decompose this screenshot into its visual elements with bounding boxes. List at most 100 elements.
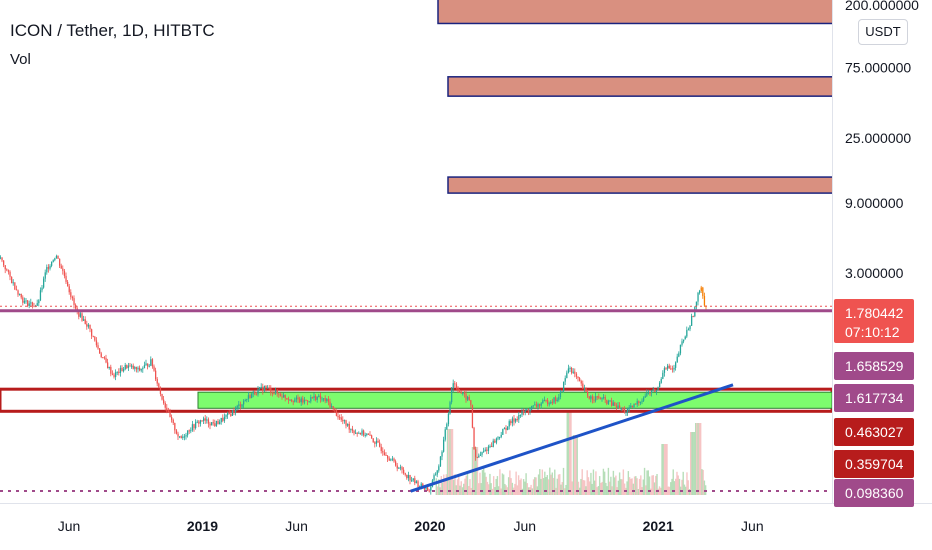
volume-bar [464, 478, 466, 495]
candle-body [324, 398, 326, 402]
candle-body [466, 396, 469, 400]
volume-bar [555, 487, 557, 495]
candle-body [47, 267, 50, 269]
volume-bar [540, 478, 542, 495]
candle-body [378, 442, 381, 447]
volume-bar [552, 477, 555, 495]
candle-body [49, 265, 51, 269]
candle-body [271, 392, 274, 394]
candle-body [298, 399, 301, 403]
candle-body [546, 400, 549, 404]
volume-bar [454, 474, 456, 495]
candle-body [436, 470, 438, 475]
candle-body [292, 401, 294, 403]
volume-bar [655, 475, 657, 495]
candle-body [390, 459, 392, 461]
candle-body [140, 369, 142, 371]
volume-bar [588, 481, 591, 495]
candle-body [343, 420, 346, 422]
candle-body [638, 401, 640, 404]
candle-body [258, 387, 261, 390]
candle-body [641, 400, 643, 402]
candle-body [159, 387, 162, 394]
candle-body [36, 303, 38, 306]
volume-bar [565, 484, 567, 495]
candle-body [447, 413, 450, 425]
volume-bar [541, 469, 544, 495]
price-axis[interactable]: 200.000000 75.000000 25.000000 9.000000 3.00… [845, 0, 919, 281]
candle-body [625, 412, 627, 414]
candle-body [230, 414, 232, 416]
candle-body [513, 418, 515, 422]
price-tag [834, 352, 914, 380]
candle-body [287, 398, 290, 400]
candle-body [487, 446, 490, 451]
candle-body [246, 398, 248, 401]
volume-bar [677, 475, 679, 495]
candle-body [478, 455, 480, 458]
candle-body [332, 406, 334, 408]
volume-indicator-label[interactable]: Vol [10, 51, 31, 68]
candle-body [281, 396, 283, 398]
candle-body [273, 393, 275, 395]
candle-body [412, 478, 414, 481]
volume-bar [635, 476, 637, 495]
candle-body [50, 261, 53, 266]
candle-body [698, 290, 701, 293]
price-tag [834, 450, 914, 478]
candle-body [329, 401, 331, 408]
candle-body [450, 388, 453, 403]
volume-bar [683, 484, 686, 495]
candle-body [103, 357, 106, 359]
candle-body [7, 270, 10, 272]
candle-body [335, 410, 338, 416]
price-tags: 1.780442 07:10:12 1.658529 1.617734 0.463027… [834, 299, 914, 507]
volume-bar [621, 479, 623, 495]
candle-body [289, 399, 291, 401]
candle-body [57, 255, 59, 259]
volume-bar [662, 444, 664, 495]
candle-body [122, 369, 125, 372]
price-tag-value: 0.359704 [845, 456, 904, 472]
price-axis-label: 9.000000 [845, 195, 904, 211]
time-axis-label: Jun [741, 518, 764, 534]
candle-body [575, 373, 578, 377]
price-axis-label: 75.000000 [845, 60, 911, 76]
candle-body [404, 473, 406, 475]
time-axis-label: Jun [285, 518, 308, 534]
candle-body [231, 410, 234, 416]
candle-body [545, 400, 547, 402]
volume-bar [678, 478, 681, 495]
candle-body [425, 487, 427, 490]
candle-body [458, 391, 461, 393]
candle-body [146, 363, 149, 367]
volume-bar [572, 435, 575, 495]
volume-bar [534, 477, 536, 495]
volume-bar [440, 476, 442, 495]
candle-body [646, 392, 648, 396]
candle-body [255, 394, 258, 396]
candle-body [276, 390, 278, 394]
candle-body [556, 399, 558, 402]
candle-body [377, 440, 379, 443]
volume-bar [605, 482, 607, 495]
candle-body [650, 390, 653, 393]
candle-body [569, 367, 571, 369]
candle-body [622, 408, 624, 410]
candle-body [366, 433, 368, 436]
candle-body [356, 432, 358, 434]
time-axis[interactable]: Jun 2019 Jun 2020 Jun 2021 Jun [58, 518, 764, 534]
candle-body [22, 297, 24, 303]
candle-body [380, 446, 382, 451]
candle-body [442, 439, 445, 452]
currency-button[interactable]: USDT [858, 19, 908, 45]
volume-bar [489, 473, 491, 495]
candle-body [703, 296, 706, 306]
volume-bar [638, 478, 641, 495]
candle-body [62, 268, 64, 271]
candle-body [614, 402, 616, 406]
candle-body [306, 400, 309, 402]
candle-body [17, 290, 19, 295]
candle-body [161, 393, 163, 400]
